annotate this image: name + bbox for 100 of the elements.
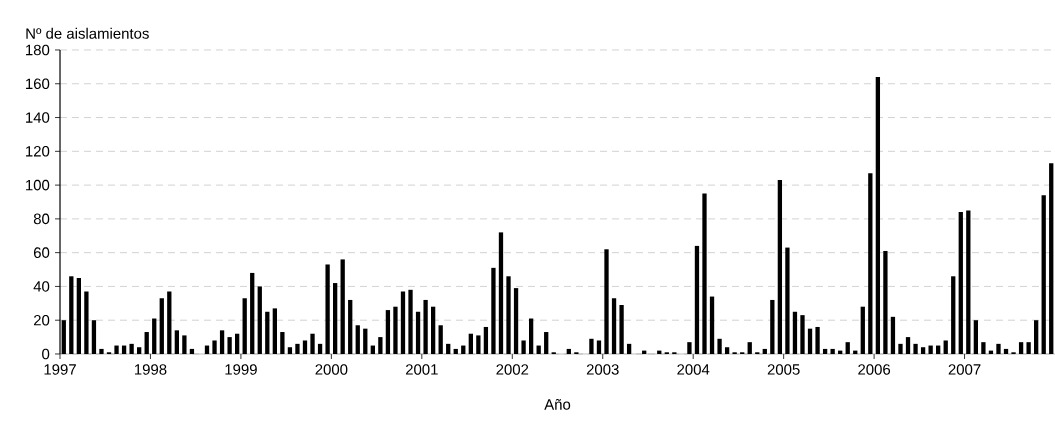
bar	[167, 291, 172, 354]
bar	[423, 299, 428, 354]
bar	[69, 276, 74, 354]
bar	[951, 276, 956, 354]
bar	[920, 347, 926, 354]
bar	[898, 343, 903, 354]
bar	[626, 343, 632, 354]
bar	[528, 318, 534, 354]
bar	[566, 348, 571, 354]
bar	[1041, 195, 1046, 354]
bar	[340, 259, 345, 354]
bar	[822, 348, 828, 354]
bar	[400, 291, 406, 354]
bar	[310, 333, 315, 354]
bar	[544, 332, 549, 354]
bar	[800, 315, 805, 354]
bar	[905, 337, 911, 354]
bar	[883, 250, 888, 354]
bar	[815, 326, 820, 354]
bar	[91, 320, 97, 354]
x-tick-label: 2001	[405, 364, 438, 375]
x-tick-label: 2004	[677, 364, 710, 375]
bar	[483, 326, 489, 354]
bar	[430, 306, 436, 354]
bar	[393, 306, 398, 354]
bar	[159, 298, 164, 354]
bar	[189, 348, 195, 354]
bar	[596, 340, 602, 354]
bar	[1034, 320, 1039, 354]
x-tick-label: 2005	[767, 364, 800, 375]
bar	[287, 347, 293, 354]
bar	[182, 335, 187, 354]
bar	[785, 247, 790, 354]
x-tick-label: 2006	[858, 364, 891, 375]
bar	[235, 333, 240, 354]
bar	[762, 348, 767, 354]
bar	[860, 306, 865, 354]
x-tick-label: 2007	[948, 364, 981, 375]
y-tick-label: 0	[42, 348, 50, 360]
bar	[1003, 348, 1009, 354]
y-tick-label: 80	[33, 213, 50, 225]
bar	[611, 298, 617, 354]
bar	[378, 337, 383, 354]
bar	[114, 345, 119, 354]
bar	[363, 328, 368, 354]
bar	[408, 289, 413, 354]
bar	[317, 343, 323, 354]
bar	[212, 340, 217, 354]
x-tick-label: 1999	[225, 364, 257, 375]
bar	[152, 318, 157, 354]
y-tick-label: 100	[26, 179, 50, 191]
bar	[453, 348, 458, 354]
x-tick-label: 2002	[496, 364, 529, 375]
y-tick-label: 120	[26, 146, 50, 157]
bar	[385, 310, 391, 354]
bar	[280, 332, 285, 354]
bar	[589, 338, 594, 354]
bar	[174, 330, 179, 354]
bar	[242, 298, 247, 354]
x-tick-label: 1998	[134, 364, 167, 375]
bar	[777, 180, 783, 354]
bar	[702, 193, 707, 354]
bar	[295, 343, 300, 354]
bar	[928, 345, 933, 354]
bar	[355, 325, 360, 354]
bar	[468, 333, 473, 354]
bar	[219, 330, 225, 354]
bar	[250, 272, 255, 354]
bar	[1049, 163, 1054, 354]
y-tick-label: 160	[26, 78, 50, 90]
bar	[1018, 342, 1024, 354]
bar	[724, 347, 730, 354]
bar	[981, 342, 986, 354]
bar	[332, 283, 338, 354]
bar	[265, 311, 270, 354]
bar	[687, 342, 692, 354]
bar	[513, 288, 519, 354]
bar	[973, 320, 979, 354]
bar	[717, 338, 722, 354]
bar	[348, 299, 353, 354]
bar	[604, 249, 609, 354]
bar	[438, 325, 443, 354]
bar	[227, 337, 232, 354]
bar	[792, 311, 798, 354]
bar	[913, 343, 918, 354]
bar	[521, 340, 526, 354]
bar	[302, 340, 308, 354]
bar	[272, 308, 277, 354]
bar	[325, 264, 330, 354]
bar	[845, 342, 850, 354]
bar	[415, 311, 421, 354]
bar	[958, 212, 963, 354]
bar	[476, 335, 481, 354]
y-axis-title: Nº de aislamientos	[26, 27, 149, 39]
y-tick-label: 180	[26, 44, 50, 56]
bar	[966, 210, 971, 354]
bar	[76, 277, 82, 354]
x-tick-label: 2003	[586, 364, 619, 375]
bar	[694, 245, 700, 354]
bar	[996, 343, 1001, 354]
